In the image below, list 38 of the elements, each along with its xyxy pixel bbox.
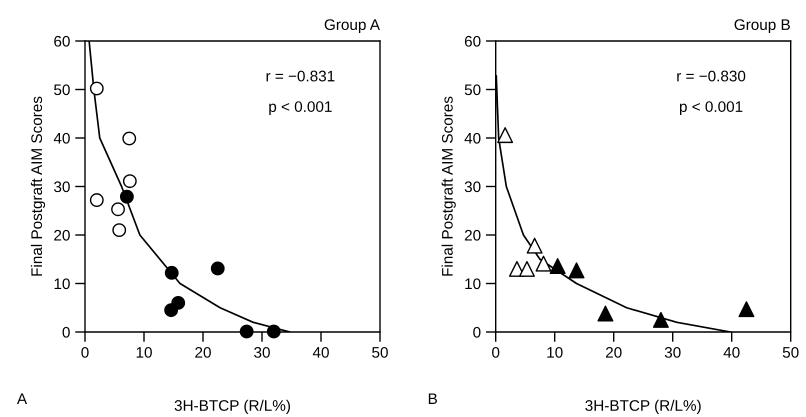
- y-axis-title: Final Postgraft AIM Scores: [30, 96, 46, 276]
- x-tick-label: 0: [492, 346, 500, 358]
- chart-title: Group A: [324, 19, 380, 34]
- x-tick-label: 30: [664, 346, 681, 358]
- y-tick-label: 30: [464, 181, 481, 192]
- x-tick-label: 40: [724, 346, 740, 358]
- x-axis-title: 3H-BTCP (R/L%): [585, 400, 701, 414]
- text: B: [428, 393, 437, 404]
- y-tick-label: 30: [54, 181, 70, 192]
- x-tick-label: 30: [254, 346, 270, 358]
- chart-title: Group B: [734, 19, 790, 34]
- annotation: r = −0.831: [266, 70, 334, 82]
- y-axis-title: Final Postgraft AIM Scores: [442, 96, 456, 276]
- y-tick-label: 20: [54, 230, 70, 241]
- y-tick-label: 60: [464, 36, 481, 47]
- y-tick-label: 0: [473, 326, 481, 338]
- y-tick-label: 50: [464, 84, 481, 96]
- annotation: r = −0.830: [677, 70, 746, 82]
- x-axis-title: 3H-BTCP (R/L%): [174, 400, 290, 414]
- y-tick-label: 40: [54, 132, 70, 144]
- x-tick-label: 40: [312, 346, 329, 358]
- x-tick-label: 10: [547, 346, 563, 358]
- x-tick-label: 0: [81, 346, 89, 358]
- x-tick-label: 50: [782, 346, 799, 358]
- x-tick-label: 10: [136, 346, 152, 358]
- annotation: p < 0.001: [269, 101, 332, 116]
- y-tick-label: 20: [464, 230, 481, 241]
- x-tick-label: 20: [606, 346, 622, 358]
- y-tick-label: 40: [464, 132, 481, 144]
- text: A: [16, 393, 28, 404]
- annotation: p < 0.001: [680, 101, 742, 116]
- x-tick-label: 50: [372, 346, 388, 358]
- x-tick-label: 20: [195, 346, 211, 358]
- y-tick-label: 50: [54, 84, 70, 96]
- y-tick-label: 10: [54, 278, 70, 290]
- y-tick-label: 0: [62, 326, 70, 338]
- y-tick-label: 10: [465, 278, 481, 290]
- y-tick-label: 60: [54, 36, 70, 47]
